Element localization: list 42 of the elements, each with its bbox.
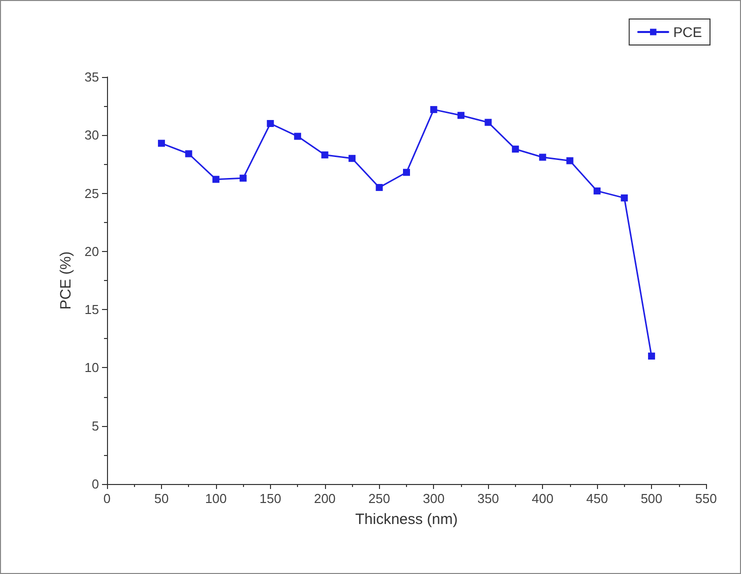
- point: [185, 150, 192, 158]
- y-tick-label: 25: [84, 186, 99, 201]
- point: [266, 120, 274, 128]
- point: [484, 118, 492, 126]
- y-tick-label: 10: [84, 360, 99, 376]
- y-tick-label: 20: [84, 244, 99, 259]
- x-tick-label: 150: [260, 491, 282, 506]
- point: [539, 154, 546, 161]
- y-axis-title: PCE (%): [58, 251, 75, 310]
- x-tick-label: 100: [205, 491, 227, 506]
- point: [648, 352, 656, 360]
- x-tick-label: 200: [314, 491, 336, 506]
- point: [594, 187, 601, 194]
- y-tick-label: 30: [84, 128, 99, 143]
- x-tick-label: 50: [154, 491, 169, 506]
- y-tick-label: 5: [92, 418, 99, 434]
- point: [321, 151, 328, 158]
- x-tick-label: 350: [477, 491, 500, 506]
- x-tick-label: 500: [640, 491, 662, 506]
- point: [430, 106, 438, 114]
- x-tick-label: 550: [695, 491, 717, 506]
- point: [566, 157, 574, 164]
- point: [294, 132, 302, 140]
- x-tick-label: 250: [368, 491, 390, 506]
- x-tick-label: 450: [586, 491, 608, 506]
- point: [620, 194, 628, 202]
- y-tick-label: 35: [84, 70, 99, 84]
- point: [158, 140, 165, 147]
- legend-label: PCE: [673, 24, 702, 40]
- point: [512, 146, 519, 153]
- x-tick-label: 300: [422, 491, 445, 506]
- point: [240, 174, 247, 182]
- y-tick-label: 0: [92, 476, 99, 492]
- point: [348, 154, 356, 162]
- point: [457, 112, 464, 119]
- y-tick-label: 15: [84, 302, 99, 318]
- x-tick-label: 400: [532, 491, 554, 506]
- x-tick-label: 0: [103, 491, 111, 506]
- point: [376, 184, 383, 191]
- x-axis-title: Thickness (nm): [355, 511, 458, 528]
- point: [403, 168, 410, 176]
- point: [212, 176, 220, 183]
